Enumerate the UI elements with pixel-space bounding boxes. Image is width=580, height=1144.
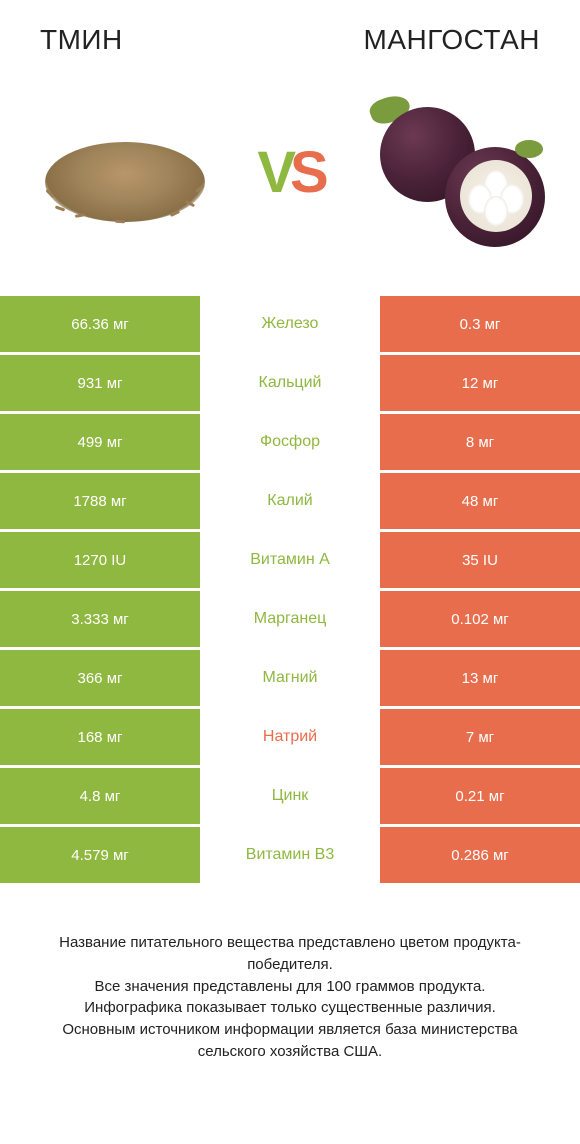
table-row: 168 мгНатрий7 мг: [0, 709, 580, 768]
left-value: 4.8 мг: [0, 768, 200, 824]
right-value: 7 мг: [380, 709, 580, 765]
nutrient-label: Железо: [200, 296, 380, 352]
nutrient-label: Магний: [200, 650, 380, 706]
header: ТМИН МАНГОСТАН: [0, 0, 580, 66]
footnote-line: Все значения представлены для 100 граммо…: [28, 976, 552, 998]
right-value: 48 мг: [380, 473, 580, 529]
right-value: 0.102 мг: [380, 591, 580, 647]
table-row: 1270 IUВитамин A35 IU: [0, 532, 580, 591]
left-value: 931 мг: [0, 355, 200, 411]
table-row: 366 мгМагний13 мг: [0, 650, 580, 709]
right-value: 13 мг: [380, 650, 580, 706]
footnote: Название питательного вещества представл…: [0, 886, 580, 1083]
nutrient-label: Кальций: [200, 355, 380, 411]
left-value: 4.579 мг: [0, 827, 200, 883]
left-value: 366 мг: [0, 650, 200, 706]
right-value: 0.3 мг: [380, 296, 580, 352]
nutrient-label: Фосфор: [200, 414, 380, 470]
right-value: 0.286 мг: [380, 827, 580, 883]
right-value: 35 IU: [380, 532, 580, 588]
left-value: 1788 мг: [0, 473, 200, 529]
left-value: 3.333 мг: [0, 591, 200, 647]
right-value: 8 мг: [380, 414, 580, 470]
table-row: 1788 мгКалий48 мг: [0, 473, 580, 532]
nutrient-label: Цинк: [200, 768, 380, 824]
nutrient-label: Витамин A: [200, 532, 380, 588]
nutrient-label: Калий: [200, 473, 380, 529]
table-row: 3.333 мгМарганец0.102 мг: [0, 591, 580, 650]
cumin-image: [25, 87, 225, 257]
vs-v: V: [257, 140, 290, 205]
nutrient-label: Витамин B3: [200, 827, 380, 883]
nutrient-label: Натрий: [200, 709, 380, 765]
vs-label: VS: [257, 139, 322, 206]
vs-s: S: [290, 140, 323, 205]
right-value: 0.21 мг: [380, 768, 580, 824]
mangosteen-image: [355, 87, 555, 257]
footnote-line: Инфографика показывает только существенн…: [28, 997, 552, 1019]
table-row: 931 мгКальций12 мг: [0, 355, 580, 414]
left-value: 1270 IU: [0, 532, 200, 588]
footnote-line: Основным источником информации является …: [28, 1019, 552, 1063]
left-value: 499 мг: [0, 414, 200, 470]
right-value: 12 мг: [380, 355, 580, 411]
comparison-table: 66.36 мгЖелезо0.3 мг931 мгКальций12 мг49…: [0, 296, 580, 886]
nutrient-label: Марганец: [200, 591, 380, 647]
left-value: 168 мг: [0, 709, 200, 765]
table-row: 66.36 мгЖелезо0.3 мг: [0, 296, 580, 355]
table-row: 499 мгФосфор8 мг: [0, 414, 580, 473]
images-row: VS: [0, 66, 580, 296]
left-title: ТМИН: [40, 24, 123, 56]
left-value: 66.36 мг: [0, 296, 200, 352]
right-title: МАНГОСТАН: [364, 24, 540, 56]
table-row: 4.579 мгВитамин B30.286 мг: [0, 827, 580, 886]
table-row: 4.8 мгЦинк0.21 мг: [0, 768, 580, 827]
footnote-line: Название питательного вещества представл…: [28, 932, 552, 976]
